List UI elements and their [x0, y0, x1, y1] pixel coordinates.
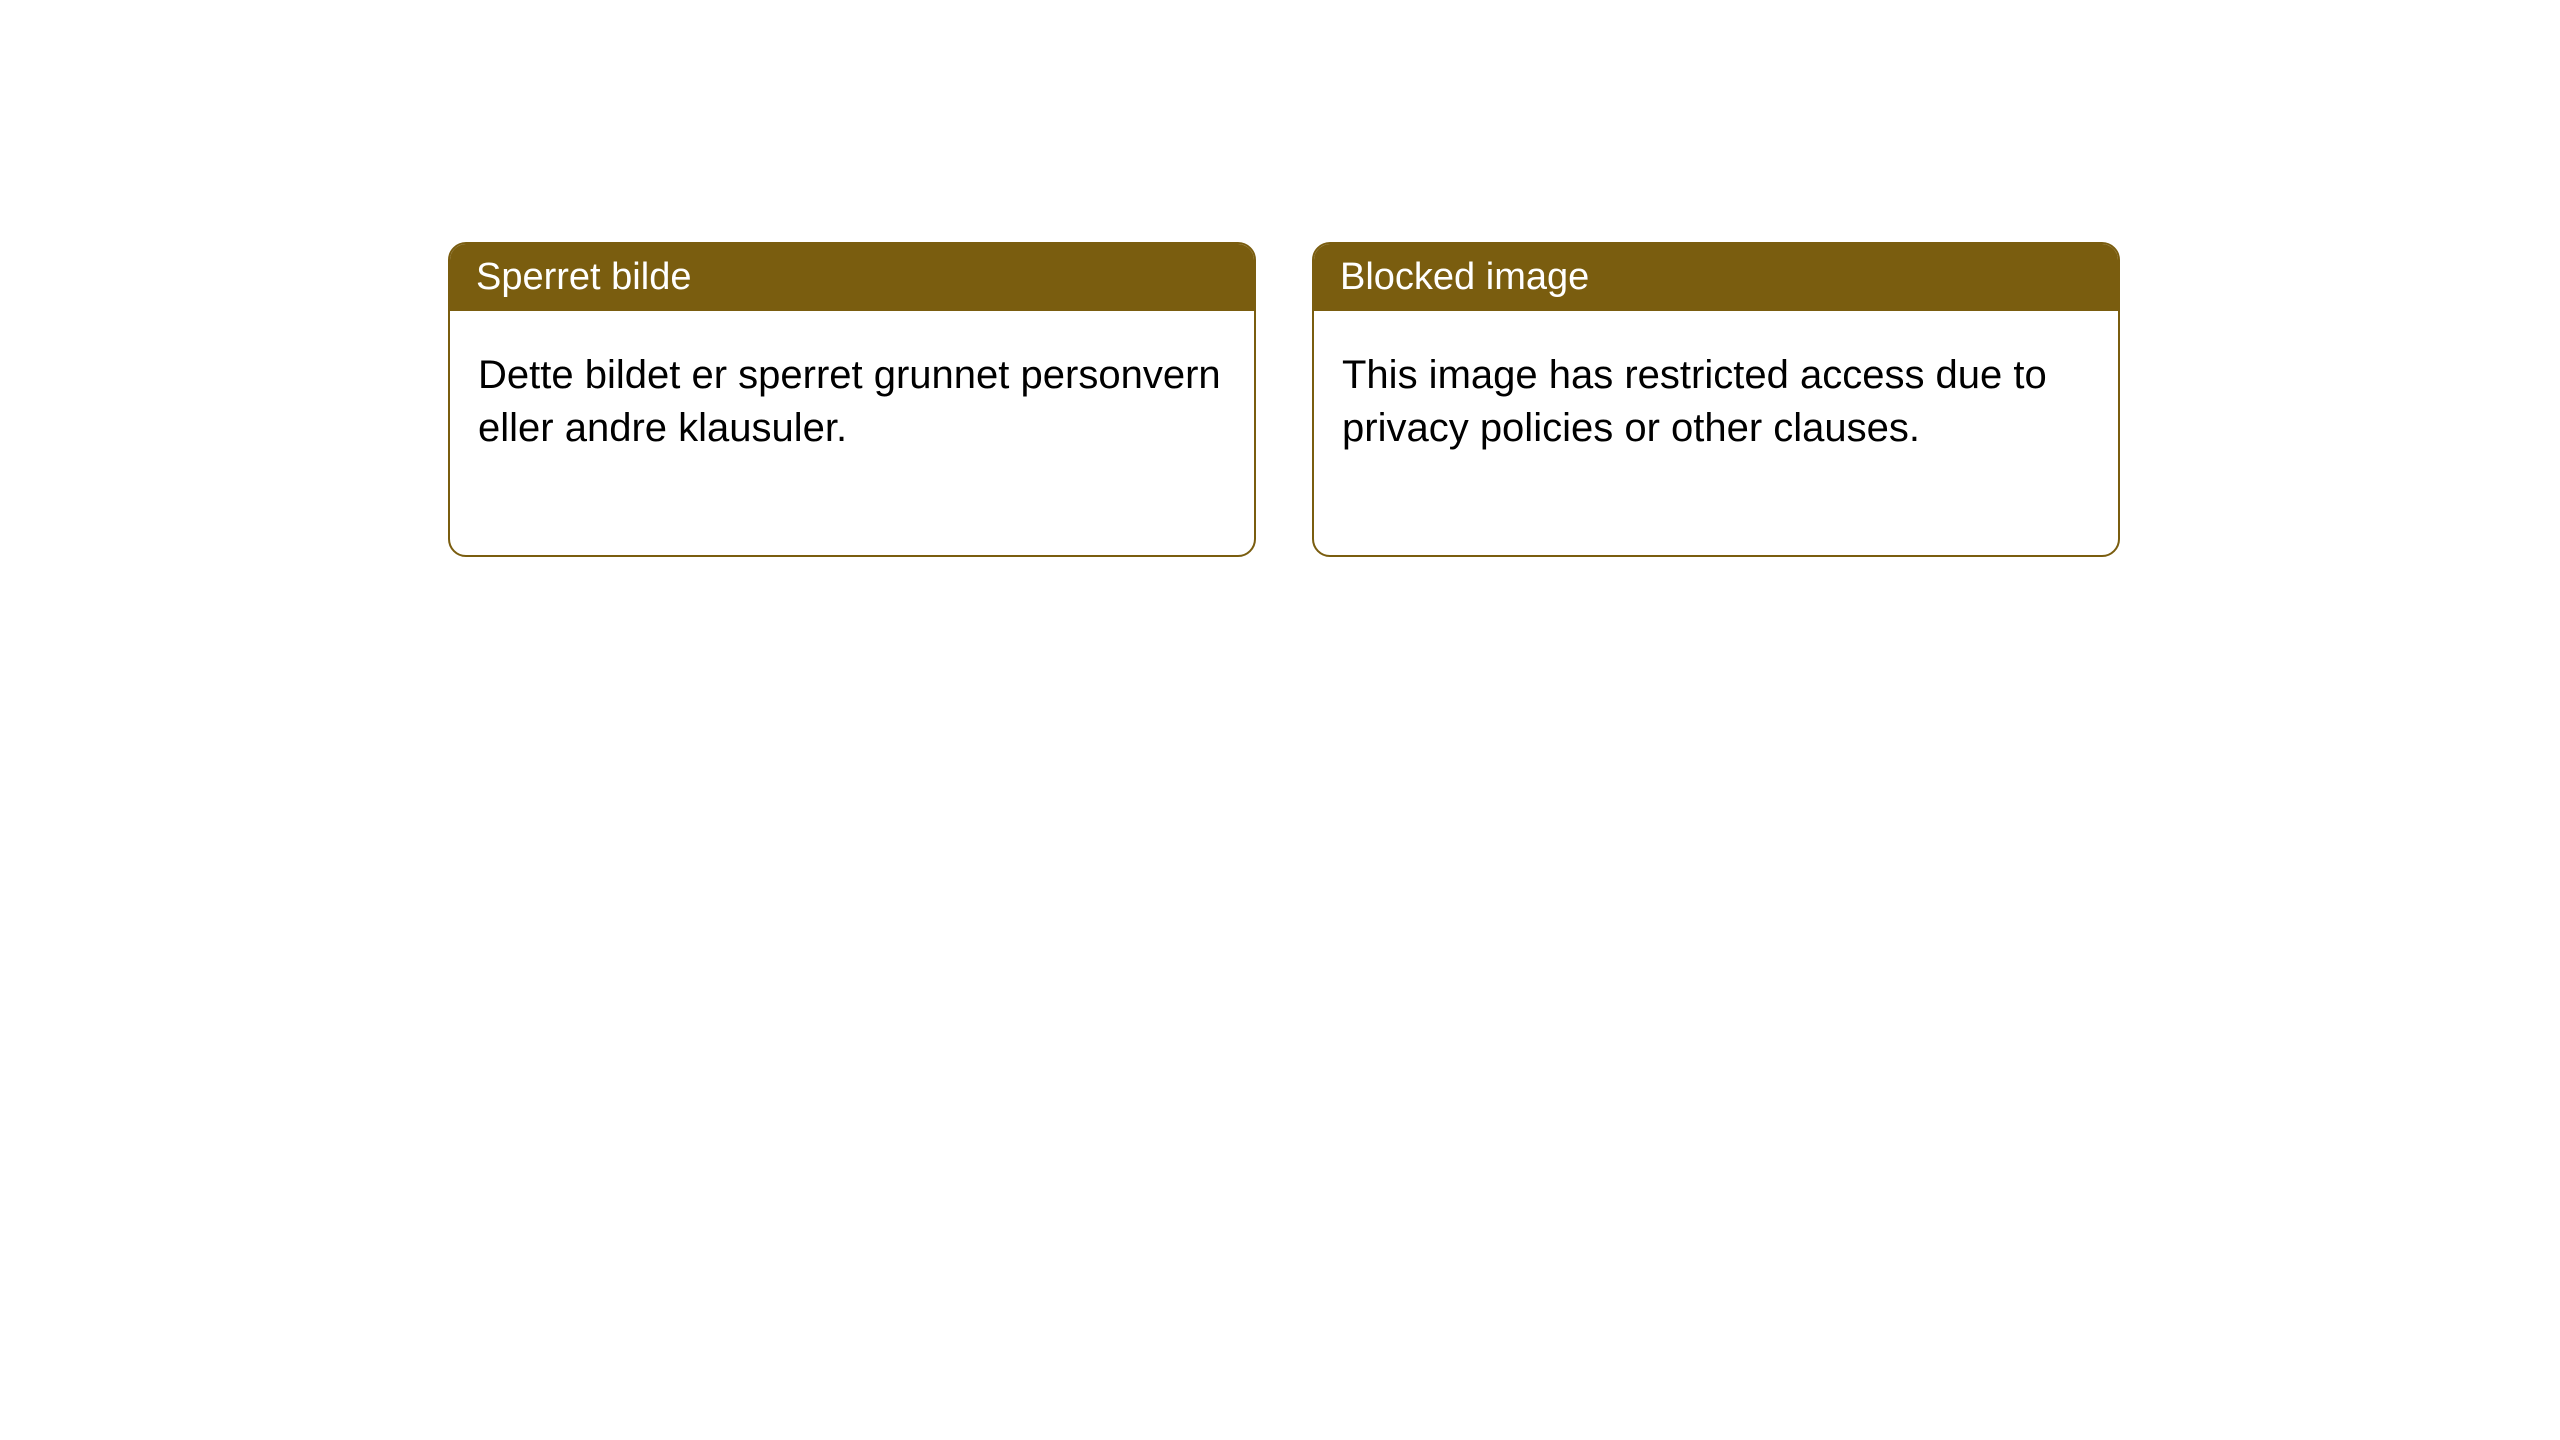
blocked-image-card-en: Blocked image This image has restricted …: [1312, 242, 2120, 557]
card-body: Dette bildet er sperret grunnet personve…: [450, 311, 1254, 555]
card-body-text: This image has restricted access due to …: [1342, 353, 2047, 450]
card-header: Sperret bilde: [450, 244, 1254, 311]
card-title: Sperret bilde: [476, 256, 691, 298]
card-body-text: Dette bildet er sperret grunnet personve…: [478, 353, 1221, 450]
card-container: Sperret bilde Dette bildet er sperret gr…: [448, 242, 2120, 557]
card-title: Blocked image: [1340, 256, 1589, 298]
card-body: This image has restricted access due to …: [1314, 311, 2118, 555]
blocked-image-card-no: Sperret bilde Dette bildet er sperret gr…: [448, 242, 1256, 557]
card-header: Blocked image: [1314, 244, 2118, 311]
